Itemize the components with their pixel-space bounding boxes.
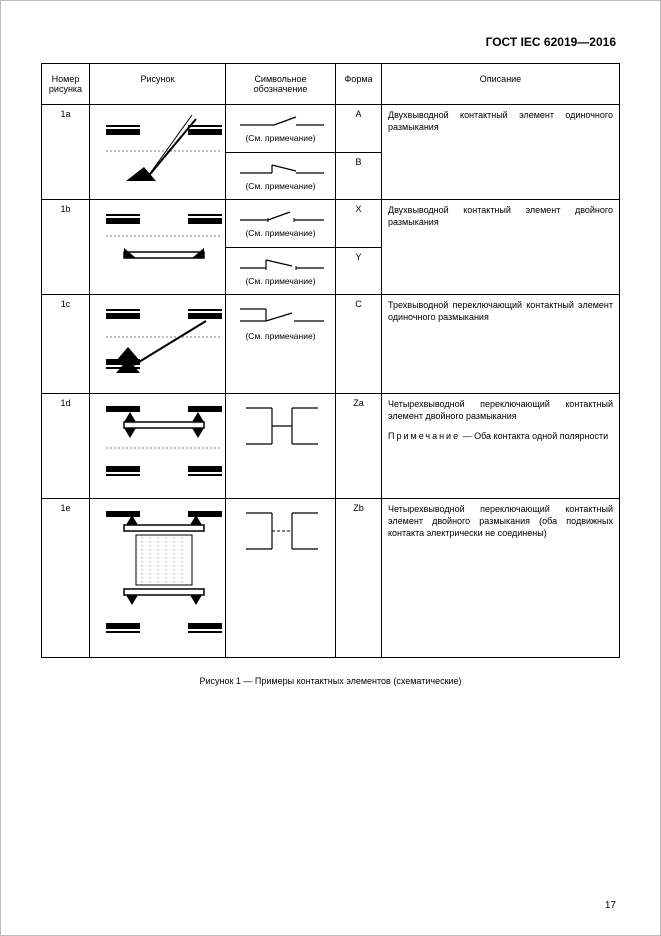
row-1a-figure bbox=[90, 105, 226, 200]
row-1b-desc: Двухвыводной контактный элемент двойного… bbox=[382, 200, 620, 295]
row-1d-note-label: Примечание bbox=[388, 431, 460, 441]
page: ГОСТ IEC 62019—2016 Номер рисунка Рисуно… bbox=[0, 0, 661, 936]
row-1a-symbol-B: (См. примечание) bbox=[226, 152, 336, 200]
row-1d-form: Za bbox=[336, 394, 382, 499]
row-1d-note-body: — Оба кон­такта одной полярности bbox=[460, 431, 608, 441]
row-1c-note: (См. примечание) bbox=[232, 331, 329, 341]
row-1a-form-A: A bbox=[336, 105, 382, 153]
row-1a-form-B: B bbox=[336, 152, 382, 200]
row-1c-num: 1c bbox=[42, 295, 90, 394]
row-1b-symbol-Y: (См. примечание) bbox=[226, 247, 336, 295]
row-1e-form: Zb bbox=[336, 499, 382, 658]
row-1c-symbol: (См. примечание) bbox=[226, 295, 336, 394]
header-pic: Рисунок bbox=[90, 64, 226, 105]
contact-elements-table: Номер рисунка Рисунок Символьное обознач… bbox=[41, 63, 620, 658]
row-1e-figure bbox=[90, 499, 226, 658]
row-1b-figure bbox=[90, 200, 226, 295]
row-1a-note-B: (См. примечание) bbox=[232, 181, 329, 191]
row-1b-form-X: X bbox=[336, 200, 382, 248]
header-sym: Символьное обозначение bbox=[226, 64, 336, 105]
row-1c-form: C bbox=[336, 295, 382, 394]
row-1d-figure bbox=[90, 394, 226, 499]
row-1d-desc: Четырехвыводной переклю­чающий контактны… bbox=[382, 394, 620, 499]
row-1e-num: 1e bbox=[42, 499, 90, 658]
row-1e-symbol bbox=[226, 499, 336, 658]
row-1b-note-Y: (См. примечание) bbox=[232, 276, 329, 286]
row-1e-desc: Четырехвыводной переклю­чающий контактны… bbox=[382, 499, 620, 658]
row-1d-desc-text: Четырехвыводной переклю­чающий контактны… bbox=[388, 399, 613, 421]
row-1a-num: 1a bbox=[42, 105, 90, 200]
row-1a-symbol-A: (См. примечание) bbox=[226, 105, 336, 153]
header-form: Форма bbox=[336, 64, 382, 105]
header-num: Номер рисунка bbox=[42, 64, 90, 105]
row-1d-num: 1d bbox=[42, 394, 90, 499]
document-title: ГОСТ IEC 62019—2016 bbox=[41, 35, 620, 49]
row-1c-desc: Трехвыводной переключаю­щий контактный э… bbox=[382, 295, 620, 394]
row-1b-symbol-X: (См. примечание) bbox=[226, 200, 336, 248]
page-number: 17 bbox=[605, 900, 616, 911]
row-1b-form-Y: Y bbox=[336, 247, 382, 295]
row-1c-figure bbox=[90, 295, 226, 394]
header-desc: Описание bbox=[382, 64, 620, 105]
row-1d-symbol bbox=[226, 394, 336, 499]
row-1a-note-A: (См. примечание) bbox=[232, 133, 329, 143]
row-1b-note-X: (См. примечание) bbox=[232, 228, 329, 238]
figure-caption: Рисунок 1 — Примеры контактных элементов… bbox=[41, 676, 620, 686]
row-1b-num: 1b bbox=[42, 200, 90, 295]
row-1a-desc: Двухвыводной контактный элемент одиночно… bbox=[382, 105, 620, 200]
